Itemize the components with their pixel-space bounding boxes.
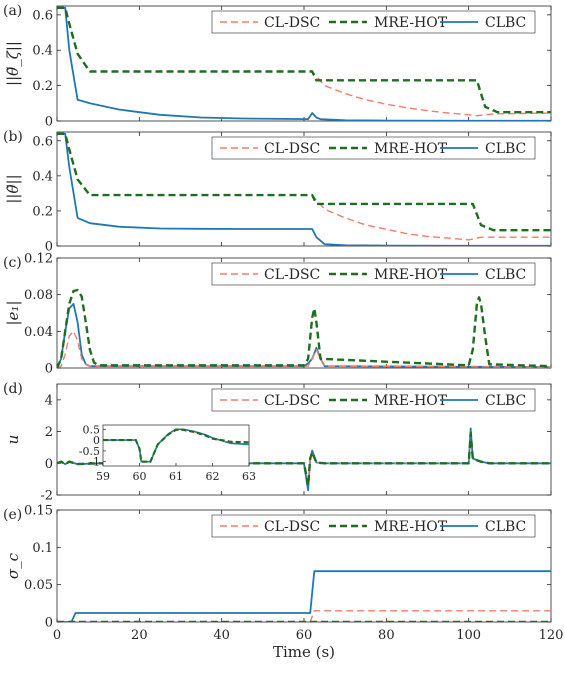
y-tick-label: 0.6 [32, 134, 53, 149]
legend-label-mre-hot: MRE-HOT [374, 393, 448, 409]
inset-y-tick-label: 0 [93, 434, 100, 447]
legend-box [211, 10, 536, 34]
y-tick-label: 0.08 [24, 288, 53, 303]
panel-label: (a) [3, 3, 22, 19]
inset-series-line-mre-hot [103, 428, 249, 463]
series-line-mre-hot [57, 132, 551, 232]
x-tick-label: 40 [213, 628, 230, 643]
inset-x-tick-label: 62 [206, 470, 220, 483]
y-tick-label: 0 [45, 240, 53, 255]
x-tick-label: 80 [378, 628, 395, 643]
inset-y-tick-label: -1 [89, 456, 100, 469]
series-line-mre-hot [57, 6, 551, 114]
series-group [57, 132, 551, 246]
y-tick-label: 0 [45, 616, 53, 631]
series-line-cl-dsc [57, 610, 551, 622]
y-tick-label: 0.12 [24, 252, 53, 267]
inset-x-tick-label: 60 [133, 470, 147, 483]
y-tick-label: 0 [45, 115, 53, 130]
panel-3: 0 0.04 0.08 0.12(c) |e₁| CL-DSC MRE-HOT CLBC [3, 252, 552, 377]
y-tick-label: 2 [45, 425, 53, 440]
inset-frame [102, 424, 250, 467]
legend-box [211, 514, 536, 538]
legend-label-mre-hot: MRE-HOT [374, 519, 448, 535]
series-line-mre-hot [57, 288, 551, 368]
y-tick-label: 0 [45, 457, 53, 472]
series-line-clbc [57, 302, 551, 368]
inset-y-tick-label: 0.5 [83, 423, 101, 436]
y-tick-label: 0.4 [32, 44, 53, 59]
series-line-cl-dsc [57, 330, 551, 368]
panel-1: 0 0.2 0.4 0.6 (a) ||θ̃_ζ|| CL-DSC MRE-HOT CLBC [3, 3, 552, 130]
series-line-mre-hot [57, 432, 551, 487]
inset-series-group [103, 428, 249, 463]
inset-y-tick-label: -0.5 [79, 445, 100, 458]
panel-label: (d) [3, 381, 23, 397]
legend-label-cl-dsc: CL-DSC [264, 267, 320, 283]
series-group [57, 427, 551, 492]
y-axis-label: ||θ̃_ζ|| [4, 41, 22, 86]
legend-label-clbc: CLBC [485, 267, 526, 283]
series-line-clbc [57, 132, 551, 246]
panel-label: (b) [3, 129, 23, 145]
legend: CL-DSC MRE-HOT CLBC [211, 262, 536, 286]
y-tick-label: 0.2 [32, 204, 53, 219]
y-tick-label: 0.1 [32, 541, 53, 556]
series-group [57, 288, 551, 368]
inset-x-tick-label: 59 [96, 470, 110, 483]
y-tick-label: 0.6 [32, 8, 53, 23]
x-tick-label: 100 [456, 628, 481, 643]
legend-box [211, 136, 536, 160]
x-tick-label: 20 [131, 628, 148, 643]
legend-label-clbc: CLBC [485, 393, 526, 409]
legend-label-mre-hot: MRE-HOT [374, 267, 448, 283]
y-tick-label: 0.2 [32, 79, 53, 94]
y-tick-label: -2 [40, 489, 53, 504]
legend-label-mre-hot: MRE-HOT [374, 141, 448, 157]
x-axis-label: Time (s) [273, 643, 335, 661]
panel-label: (c) [3, 255, 22, 271]
y-tick-label: 0 [45, 362, 53, 377]
legend-box [211, 388, 536, 412]
legend: CL-DSC MRE-HOT CLBC [211, 514, 536, 538]
legend-label-mre-hot: MRE-HOT [374, 15, 448, 31]
y-axis-label: σ_c [4, 552, 22, 579]
legend-label-clbc: CLBC [485, 141, 526, 157]
y-axis-label: ||θ̃|| [4, 174, 22, 203]
y-axis-label: |e₁| [4, 301, 22, 326]
y-tick-label: 0.4 [32, 169, 53, 184]
y-tick-label: 4 [45, 393, 53, 408]
legend-label-clbc: CLBC [485, 519, 526, 535]
series-line-clbc [57, 570, 551, 622]
series-group [57, 570, 551, 622]
legend-label-cl-dsc: CL-DSC [264, 519, 320, 535]
series-group [57, 6, 551, 121]
x-tick-label: 120 [539, 628, 564, 643]
legend: CL-DSC MRE-HOT CLBC [211, 136, 536, 160]
legend-box [211, 262, 536, 286]
y-tick-label: 0.15 [24, 504, 53, 519]
inset-x-tick-label: 63 [242, 470, 256, 483]
legend: CL-DSC MRE-HOT CLBC [211, 10, 536, 34]
inset: 59 60 61 62 63 0.50-0.5-1 [79, 423, 256, 483]
legend-label-cl-dsc: CL-DSC [264, 141, 320, 157]
y-tick-label: 0.04 [24, 325, 53, 340]
y-tick-label: 0.05 [24, 578, 53, 593]
legend-label-clbc: CLBC [485, 15, 526, 31]
legend-label-cl-dsc: CL-DSC [264, 15, 320, 31]
y-axis-label: u [4, 435, 22, 445]
panel-5: 0 20 40 60 80 100 120 0 0.05 0.1 0.15(e) σ_c CL-DSC M… [3, 504, 563, 662]
inset-x-tick-label: 61 [169, 470, 183, 483]
panel-label: (e) [3, 507, 22, 523]
x-tick-label: 0 [53, 628, 61, 643]
series-line-clbc [57, 6, 551, 121]
legend: CL-DSC MRE-HOT CLBC [211, 388, 536, 412]
panel-2: 0 0.2 0.4 0.6 (b) ||θ̃|| CL-DSC MRE-HOT CLBC [3, 129, 552, 255]
legend-label-cl-dsc: CL-DSC [264, 393, 320, 409]
x-tick-label: 60 [296, 628, 313, 643]
